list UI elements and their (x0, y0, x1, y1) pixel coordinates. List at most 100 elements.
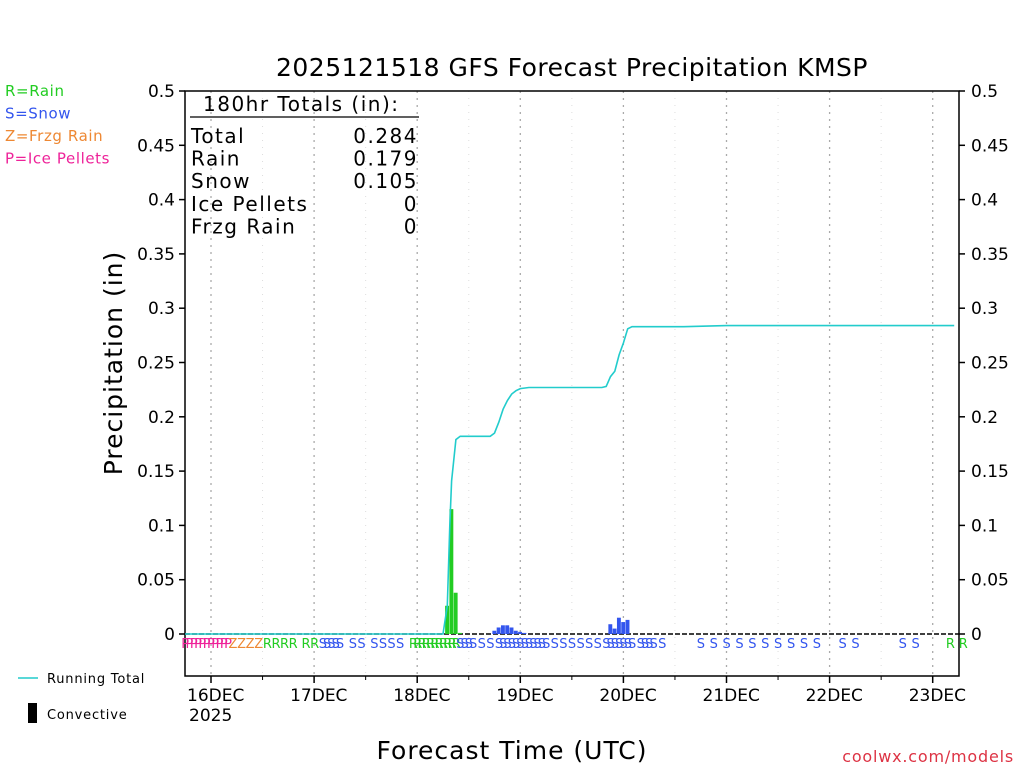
x-tick-label: 17DEC (290, 686, 347, 706)
totals-row-value: 0.284 (353, 124, 418, 148)
precip-type-marker: S (594, 637, 602, 652)
chart-grid (210, 91, 934, 676)
x-tick-label: 18DEC (393, 686, 450, 706)
precip-type-marker: R (302, 637, 311, 652)
precip-bar (509, 627, 514, 634)
precip-bar (625, 619, 630, 634)
precip-bar (616, 617, 621, 634)
totals-header: 180hr Totals (in): (203, 92, 400, 116)
x-axis-label: Forecast Time (UTC) (377, 736, 648, 765)
y-tick-label: 0.05 (971, 571, 1009, 591)
plot-frame (184, 90, 960, 677)
running-total-line (185, 324, 955, 635)
precip-type-marker: R (439, 637, 448, 652)
precip-type-marker: S (710, 637, 718, 652)
precip-type-marker: S (529, 637, 537, 652)
legend-type-r: R=Rain (5, 82, 65, 100)
precip-bar (453, 592, 458, 634)
y-axis-left-ticks: 0 0.05 0.1 0.15 0.2 0.25 0.3 0.35 0.4 0.45 0.5 (137, 82, 185, 645)
y-tick-label: 0.15 (971, 462, 1009, 482)
precip-bars (445, 509, 630, 634)
precip-type-marker: S (503, 637, 511, 652)
y-tick-label: 0.05 (137, 571, 175, 591)
credit-text: coolwx.com/models (842, 747, 1014, 766)
x-tick-label: 19DEC (496, 686, 553, 706)
precip-type-marker: S (697, 637, 705, 652)
precip-bar (505, 625, 510, 634)
legend-type-p: P=Ice Pellets (5, 150, 110, 168)
totals-row-label: Snow (191, 169, 251, 193)
x-tick-label: 22DEC (806, 686, 863, 706)
precip-type-marker: S (602, 637, 610, 652)
totals-row-label: Ice Pellets (191, 192, 308, 216)
x-tick-sublabel: 2025 (189, 706, 232, 726)
precip-type-marker: P (220, 637, 228, 652)
precip-type-marker: S (387, 637, 395, 652)
precip-type-marker: P (224, 637, 232, 652)
precip-type-marker: R (946, 637, 955, 652)
precip-type-marker: P (186, 637, 194, 652)
y-tick-label: 0.45 (971, 136, 1009, 156)
precip-type-marker: R (430, 637, 439, 652)
precip-type-marker: S (607, 637, 615, 652)
precip-type-marker: S (521, 637, 529, 652)
precip-type-marker: S (508, 637, 516, 652)
precip-type-marker: S (525, 637, 533, 652)
y-tick-label: 0.15 (137, 462, 175, 482)
y-tick-label: 0.35 (137, 245, 175, 265)
precip-type-marker: S (533, 637, 541, 652)
precip-type-marker: P (198, 637, 206, 652)
totals-row-value: 0 (404, 214, 418, 238)
totals-row-label: Total (190, 124, 245, 148)
precip-bar (522, 632, 527, 634)
precip-type-marker: S (336, 637, 344, 652)
precip-type-marker: S (615, 637, 623, 652)
precip-type-marker: S (495, 637, 503, 652)
precip-type-marker: S (512, 637, 520, 652)
y-tick-label: 0.2 (971, 408, 998, 428)
y-tick-label: 0.1 (148, 516, 175, 536)
precip-type-marker: S (323, 637, 331, 652)
precip-type-marker: S (585, 637, 593, 652)
precip-type-marker: S (469, 637, 477, 652)
y-tick-label: 0.25 (137, 354, 175, 374)
precip-type-marker: R (310, 637, 319, 652)
precip-type-marker: S (628, 637, 636, 652)
precip-type-marker: S (456, 637, 464, 652)
precip-type-legend: R=Rain S=Snow Z=Frzg Rain P=Ice Pellets (5, 82, 110, 168)
precip-type-marker: S (486, 637, 494, 652)
y-tick-label: 0.3 (148, 299, 175, 319)
precip-type-marker: S (649, 637, 657, 652)
precip-type-marker: S (568, 637, 576, 652)
totals-row-label: Frzg Rain (191, 214, 296, 238)
precip-type-marker: S (396, 637, 404, 652)
precip-type-marker: S (478, 637, 486, 652)
x-tick-label: 20DEC (599, 686, 656, 706)
precip-type-marker: S (559, 637, 567, 652)
precip-type-marker: S (912, 637, 920, 652)
precip-type-marker: P (203, 637, 211, 652)
precip-type-marker: S (357, 637, 365, 652)
precip-type-marker: S (723, 637, 731, 652)
y-tick-label: 0.2 (148, 408, 175, 428)
totals-row-value: 0.179 (353, 147, 418, 171)
precip-type-marker: S (516, 637, 524, 652)
y-tick-label: 0 (971, 625, 982, 645)
precip-type-marker: R (443, 637, 452, 652)
precip-type-marker: S (645, 637, 653, 652)
precip-bar (458, 632, 462, 634)
totals-box: 180hr Totals (in): Total 0.284 Rain 0.179 Sn… (190, 92, 419, 238)
precip-type-marker: P (207, 637, 215, 652)
y-tick-label: 0.25 (971, 354, 1009, 374)
precip-bar (496, 627, 501, 634)
precip-type-marker: R (413, 637, 422, 652)
precip-bar (500, 625, 505, 634)
legend-type-z: Z=Frzg Rain (5, 127, 103, 145)
precip-type-marker: R (448, 637, 457, 652)
precip-type-marker: S (748, 637, 756, 652)
precip-type-marker: Z (237, 637, 246, 652)
precip-type-marker: R (409, 637, 418, 652)
precip-type-marker: P (211, 637, 219, 652)
